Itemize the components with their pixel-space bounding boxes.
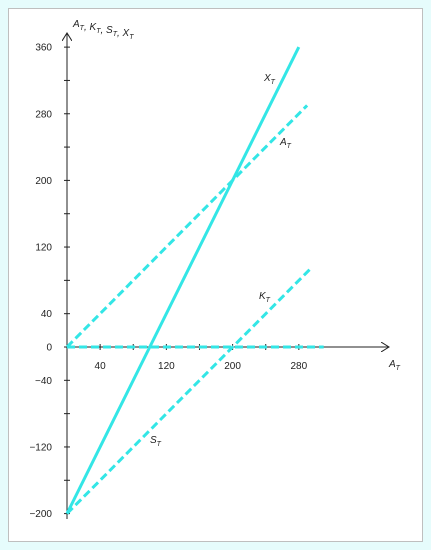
x-tick-label: 120	[158, 361, 175, 372]
y-tick-label: 360	[35, 43, 52, 54]
chart-axes	[64, 33, 389, 519]
x-axis-title: AT	[388, 359, 401, 372]
series-label-s-t: ST	[150, 435, 162, 448]
series-label-x-t: XT	[263, 73, 276, 86]
line-chart: 360 280 200 120 40 0 −40 −120 −200 40 120 200 280 AT,…	[29, 19, 400, 520]
y-tick-label: 280	[35, 109, 52, 120]
y-tick-label: −120	[29, 442, 52, 453]
y-tick-label: −40	[35, 376, 52, 387]
series-layer	[65, 46, 324, 515]
series-line-a-t	[65, 104, 309, 349]
y-tick-label: −200	[29, 509, 52, 520]
series-label-k-t: KT	[259, 291, 271, 304]
y-tick-label: 40	[41, 309, 53, 320]
x-tick-label: 40	[95, 361, 107, 372]
chart-frame: 360 280 200 120 40 0 −40 −120 −200 40 120 200 280 AT,…	[8, 8, 423, 542]
series-line-x-t	[65, 46, 301, 515]
x-tick-label: 200	[224, 361, 241, 372]
y-tick-label: 0	[46, 343, 52, 354]
x-tick-label: 280	[290, 361, 307, 372]
y-tick-label: 200	[35, 176, 52, 187]
labels-layer: 360 280 200 120 40 0 −40 −120 −200 40 120 200 280 AT,…	[29, 19, 400, 520]
series-label-a-t: AT	[279, 137, 292, 150]
y-axis-title: AT, KT, ST, XT	[72, 19, 134, 41]
series-line-k-t	[65, 266, 313, 515]
y-tick-label: 120	[35, 243, 52, 254]
